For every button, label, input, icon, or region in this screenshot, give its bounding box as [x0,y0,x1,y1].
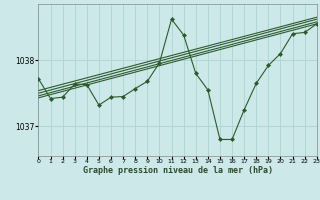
X-axis label: Graphe pression niveau de la mer (hPa): Graphe pression niveau de la mer (hPa) [83,166,273,175]
